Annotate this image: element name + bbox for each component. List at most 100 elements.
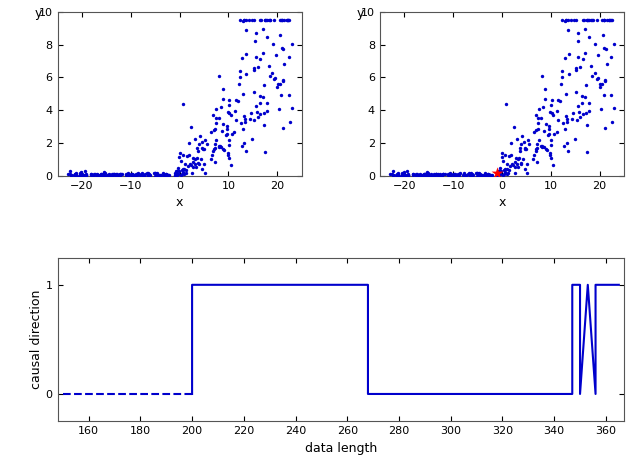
Point	[602, 16, 612, 24]
Point	[431, 170, 441, 178]
Point	[107, 171, 117, 179]
Point	[520, 144, 530, 152]
Point	[571, 64, 581, 71]
Point	[278, 77, 288, 85]
Point	[225, 96, 235, 104]
Point	[96, 170, 106, 178]
Point	[571, 88, 581, 96]
Point	[190, 155, 200, 163]
Point	[498, 171, 508, 179]
Point	[534, 105, 544, 112]
Point	[403, 171, 413, 178]
Point	[96, 170, 106, 178]
Point	[274, 106, 284, 113]
Point	[577, 110, 588, 118]
Point	[557, 16, 567, 24]
Point	[200, 136, 211, 144]
Point	[500, 168, 510, 176]
Point	[95, 171, 105, 179]
Point	[279, 60, 289, 68]
Point	[558, 119, 568, 127]
Point	[397, 170, 407, 178]
Point	[99, 171, 109, 178]
Point	[74, 172, 84, 179]
Point	[582, 149, 592, 156]
Point	[450, 171, 460, 179]
Point	[92, 171, 102, 179]
Point	[85, 171, 95, 178]
Point	[400, 171, 410, 178]
Point	[444, 171, 454, 179]
Point	[216, 103, 227, 110]
Point	[502, 169, 513, 176]
Point	[76, 168, 86, 176]
Point	[70, 170, 80, 178]
Point	[429, 171, 440, 179]
Point	[196, 138, 207, 146]
Point	[194, 140, 204, 148]
Point	[580, 26, 590, 33]
Point	[141, 169, 152, 177]
Point	[264, 16, 274, 24]
Point	[438, 170, 448, 178]
Point	[598, 16, 609, 24]
Point	[540, 85, 550, 92]
Point	[413, 171, 424, 179]
Point	[79, 167, 90, 175]
Point	[602, 60, 612, 68]
Point	[103, 171, 113, 179]
Point	[208, 148, 218, 155]
Point	[240, 115, 250, 123]
Point	[129, 171, 139, 179]
Point	[582, 16, 593, 24]
Point	[600, 77, 611, 85]
Point	[229, 128, 239, 136]
Point	[273, 80, 283, 88]
Point	[598, 91, 609, 99]
Point	[427, 172, 437, 179]
Point	[513, 163, 524, 170]
Point	[128, 171, 138, 179]
Point	[502, 165, 512, 172]
Point	[485, 171, 495, 178]
Point	[516, 160, 526, 168]
Point	[66, 171, 76, 178]
Point	[460, 171, 470, 179]
Point	[484, 172, 495, 179]
Point	[193, 159, 204, 167]
Point	[249, 88, 259, 96]
Point	[538, 103, 548, 110]
Point	[253, 64, 263, 71]
Point	[444, 170, 454, 178]
Point	[537, 142, 547, 150]
Point	[132, 170, 142, 178]
Point	[124, 171, 134, 179]
Point	[412, 171, 422, 179]
Point	[178, 100, 188, 108]
Point	[433, 171, 444, 179]
Point	[152, 170, 163, 178]
Point	[584, 108, 594, 115]
Point	[241, 70, 252, 78]
Point	[92, 170, 102, 178]
Point	[213, 114, 223, 121]
Point	[276, 16, 287, 24]
Point	[596, 106, 607, 113]
Point	[70, 169, 81, 177]
Point	[241, 148, 251, 155]
Point	[484, 171, 494, 179]
Point	[150, 169, 161, 177]
Point	[496, 167, 506, 174]
Point	[96, 171, 106, 178]
Point	[426, 170, 436, 178]
Point	[276, 91, 287, 99]
Point	[216, 143, 227, 151]
Point	[102, 171, 113, 179]
Point	[438, 170, 448, 178]
Point	[245, 115, 255, 123]
Point	[186, 161, 196, 169]
Point	[403, 171, 413, 179]
Point	[88, 171, 99, 179]
Point	[262, 33, 272, 41]
Point	[593, 51, 604, 59]
